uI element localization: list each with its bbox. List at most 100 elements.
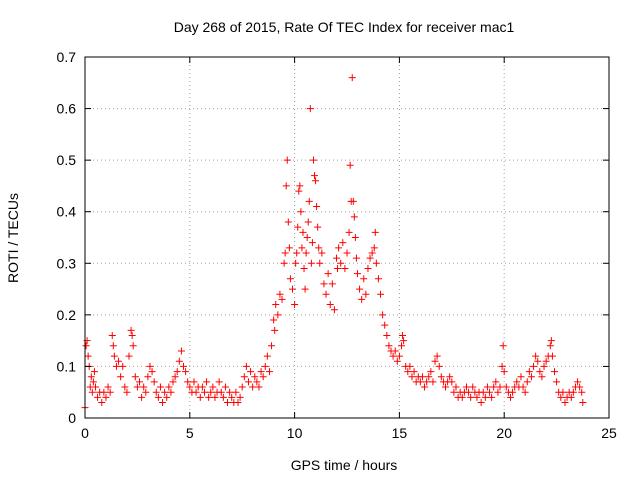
data-point [110, 352, 118, 360]
data-point [263, 352, 271, 360]
data-point [427, 368, 435, 376]
data-point [259, 373, 267, 381]
data-point [559, 388, 567, 396]
data-point [490, 383, 498, 391]
data-point [326, 301, 334, 309]
data-point [226, 388, 234, 396]
data-point [117, 373, 125, 381]
data-point [383, 331, 391, 339]
data-point [128, 331, 136, 339]
data-point [265, 368, 273, 376]
x-tick-label: 5 [186, 425, 194, 441]
data-point [418, 373, 426, 381]
data-point [190, 378, 198, 386]
data-point [322, 290, 330, 298]
data-point [104, 383, 112, 391]
data-point [469, 383, 477, 391]
data-point [450, 388, 458, 396]
data-point [374, 275, 382, 283]
data-point [296, 182, 304, 190]
y-tick-label: 0.6 [57, 101, 77, 117]
data-point [261, 362, 269, 370]
data-point [352, 254, 360, 262]
data-point [283, 156, 291, 164]
data-point [483, 383, 491, 391]
data-point [309, 156, 317, 164]
data-point [379, 311, 387, 319]
data-point [517, 373, 525, 381]
data-point [553, 378, 561, 386]
data-point [293, 249, 301, 257]
data-point [177, 347, 185, 355]
data-point [244, 378, 252, 386]
data-point [87, 373, 95, 381]
data-point [150, 378, 158, 386]
data-point [274, 311, 282, 319]
data-point [370, 244, 378, 252]
data-point [211, 393, 219, 401]
data-point [346, 161, 354, 169]
data-point [458, 393, 466, 401]
data-point [358, 295, 366, 303]
data-point [276, 290, 284, 298]
data-point [173, 368, 181, 376]
data-point [238, 383, 246, 391]
y-tick-label: 0.4 [57, 204, 77, 220]
data-point [200, 388, 208, 396]
data-point [341, 264, 349, 272]
data-point [159, 399, 167, 407]
data-point [360, 275, 368, 283]
data-point [425, 373, 433, 381]
data-point [268, 342, 276, 350]
data-point [540, 362, 548, 370]
data-point [146, 362, 154, 370]
data-point [536, 368, 544, 376]
data-point [397, 342, 405, 350]
data-point [393, 357, 401, 365]
data-point [249, 383, 257, 391]
data-point [207, 388, 215, 396]
data-point [395, 352, 403, 360]
data-point [462, 383, 470, 391]
data-point [435, 362, 443, 370]
data-point [576, 383, 584, 391]
data-point [521, 388, 529, 396]
data-point [532, 352, 540, 360]
data-point [335, 244, 343, 252]
data-point [448, 378, 456, 386]
data-point [567, 393, 575, 401]
data-point [112, 362, 120, 370]
data-point [82, 342, 90, 350]
data-point [530, 362, 538, 370]
data-point [306, 105, 314, 113]
data-point [221, 383, 229, 391]
data-point [169, 378, 177, 386]
data-point [312, 177, 320, 185]
data-point [224, 399, 232, 407]
data-point [251, 373, 259, 381]
data-point [423, 378, 431, 386]
y-tick-labels: 0 0.1 0.2 0.3 0.4 0.5 0.6 0.7 [57, 49, 77, 426]
x-axis-label: GPS time / hours [291, 457, 398, 473]
data-point [364, 264, 372, 272]
data-point [255, 383, 263, 391]
data-point [523, 378, 531, 386]
data-point [280, 259, 288, 267]
data-point [400, 337, 408, 345]
data-point [416, 378, 424, 386]
data-point [163, 393, 171, 401]
data-point [138, 393, 146, 401]
data-point [578, 388, 586, 396]
data-point [339, 239, 347, 247]
data-point [389, 352, 397, 360]
data-point [569, 388, 577, 396]
data-point [121, 383, 129, 391]
x-tick-labels: 0 5 10 15 20 25 [81, 425, 617, 441]
data-point [292, 259, 300, 267]
data-point [442, 383, 450, 391]
data-point [182, 368, 190, 376]
data-point [142, 388, 150, 396]
data-point [115, 357, 123, 365]
data-point [333, 254, 341, 262]
